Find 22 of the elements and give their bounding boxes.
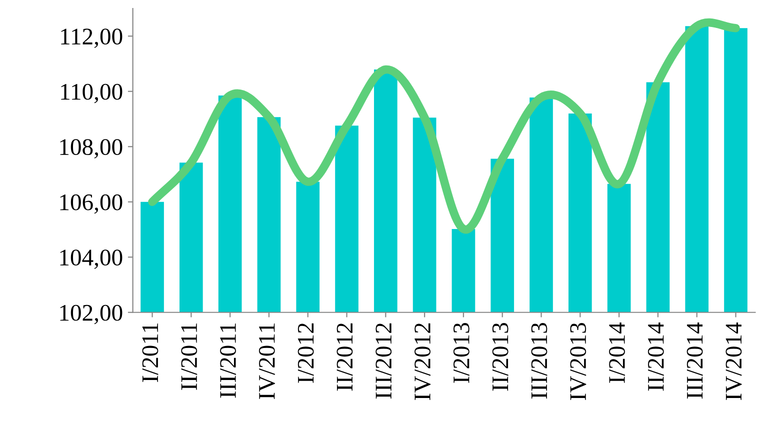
x-tick-label: II/2011 <box>181 324 198 390</box>
x-tick-label: IV/2013 <box>570 323 586 400</box>
x-tick-label: IV/2014 <box>726 322 742 400</box>
x-tick-label: III/2014 <box>686 322 703 399</box>
x-tick-label: III/2011 <box>220 324 236 398</box>
y-tick-label: 106,00 <box>60 194 122 214</box>
x-tick-label: III/2012 <box>376 323 392 399</box>
x-tick-label: IV/2012 <box>414 323 431 400</box>
x-tick-label: I/2012 <box>298 323 314 383</box>
x-tick-label: I/2011 <box>142 324 158 382</box>
y-tick-label: 112,00 <box>61 28 122 48</box>
x-tick-label: I/2014 <box>609 322 625 383</box>
x-tick-label: IV/2011 <box>258 324 276 400</box>
x-tick-label: II/2012 <box>336 323 353 391</box>
x-tick-label: II/2013 <box>492 323 508 391</box>
y-tick-label: 110,00 <box>61 84 122 104</box>
x-tick-label: I/2013 <box>453 323 470 383</box>
x-tick-label: III/2013 <box>531 323 548 399</box>
x-tick-label: II/2014 <box>648 322 664 391</box>
y-tick-label: 102,00 <box>60 304 122 324</box>
y-tick-label: 108,00 <box>60 139 122 158</box>
y-tick-label: 104,00 <box>60 250 122 269</box>
